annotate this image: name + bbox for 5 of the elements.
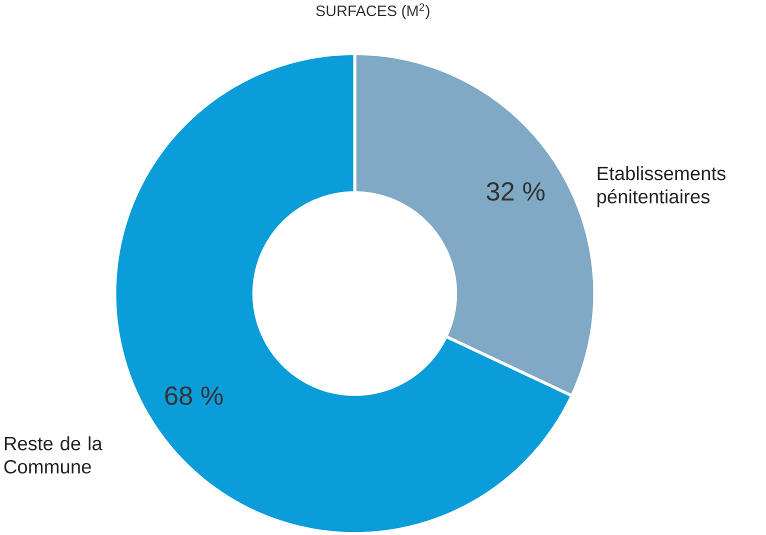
- data-label: 32 %: [486, 182, 545, 201]
- slice-label: Etablissements pénitentiaires: [597, 166, 726, 208]
- chart-title: SURFACES (M$^{2}$): [316, 3, 430, 20]
- slice-label: Reste de la Commune: [4, 436, 102, 474]
- data-label: 68 %: [165, 386, 223, 405]
